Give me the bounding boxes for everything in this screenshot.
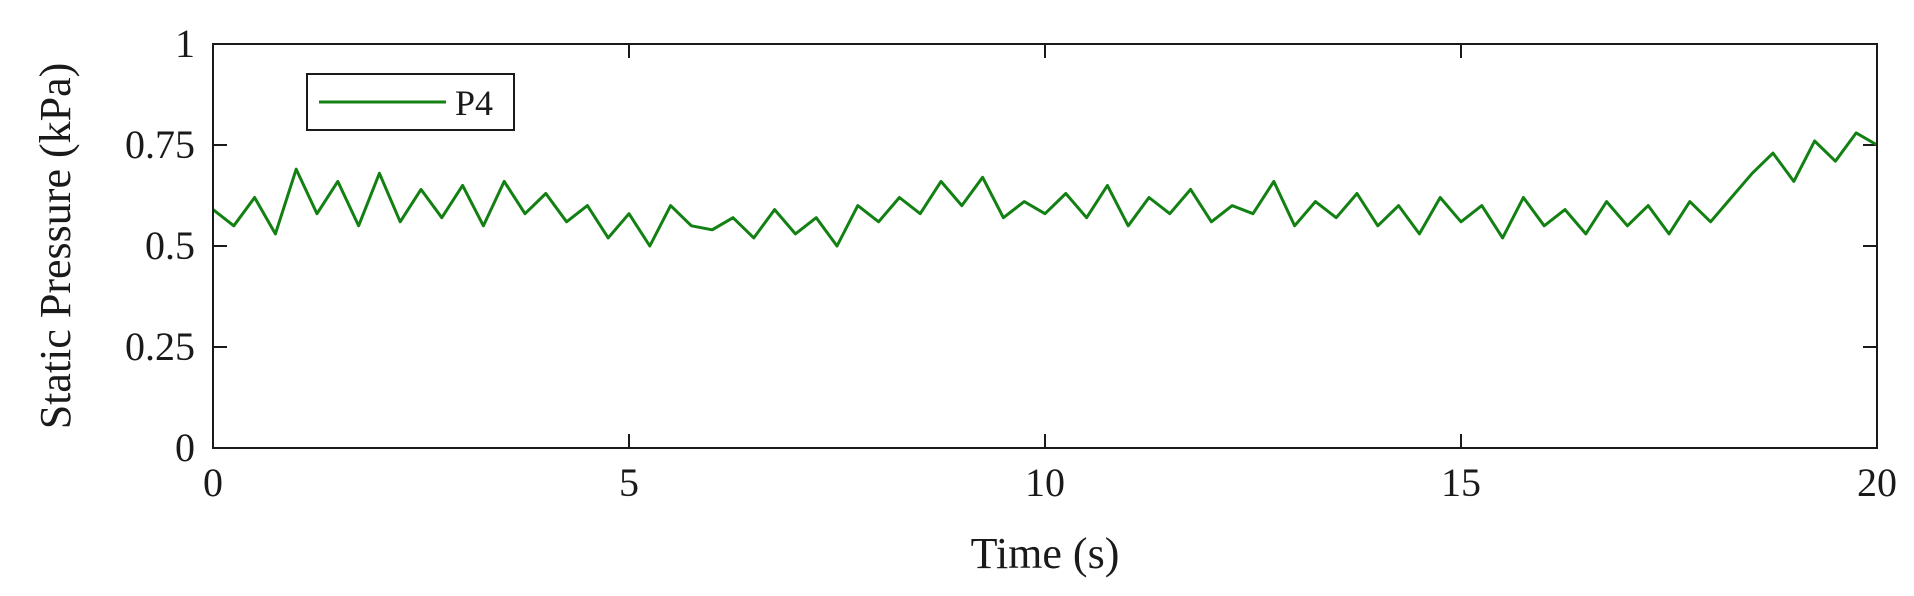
- y-tick-label: 0.5: [145, 223, 195, 268]
- plot-area-frame: [212, 43, 1878, 449]
- legend-label: P4: [455, 83, 493, 123]
- legend: P4: [306, 73, 515, 131]
- y-axis-label: Static Pressure (kPa): [31, 63, 80, 430]
- y-tick-label: 1: [175, 21, 195, 66]
- x-tick-label: 5: [619, 460, 639, 505]
- series-layer: [212, 131, 1878, 248]
- x-tick-label: 15: [1441, 460, 1481, 505]
- x-tick-label: 10: [1025, 460, 1065, 505]
- x-axis-label: Time (s): [971, 529, 1120, 578]
- y-tick-label: 0.75: [125, 122, 195, 167]
- y-tick-label: 0.25: [125, 324, 195, 369]
- y-tick-group: 0 0.25 0.5 0.75 1: [125, 21, 1877, 470]
- series-line-p4: [212, 131, 1878, 248]
- x-tick-label: 0: [203, 460, 223, 505]
- x-tick-label: 20: [1857, 460, 1897, 505]
- y-tick-label: 0: [175, 425, 195, 470]
